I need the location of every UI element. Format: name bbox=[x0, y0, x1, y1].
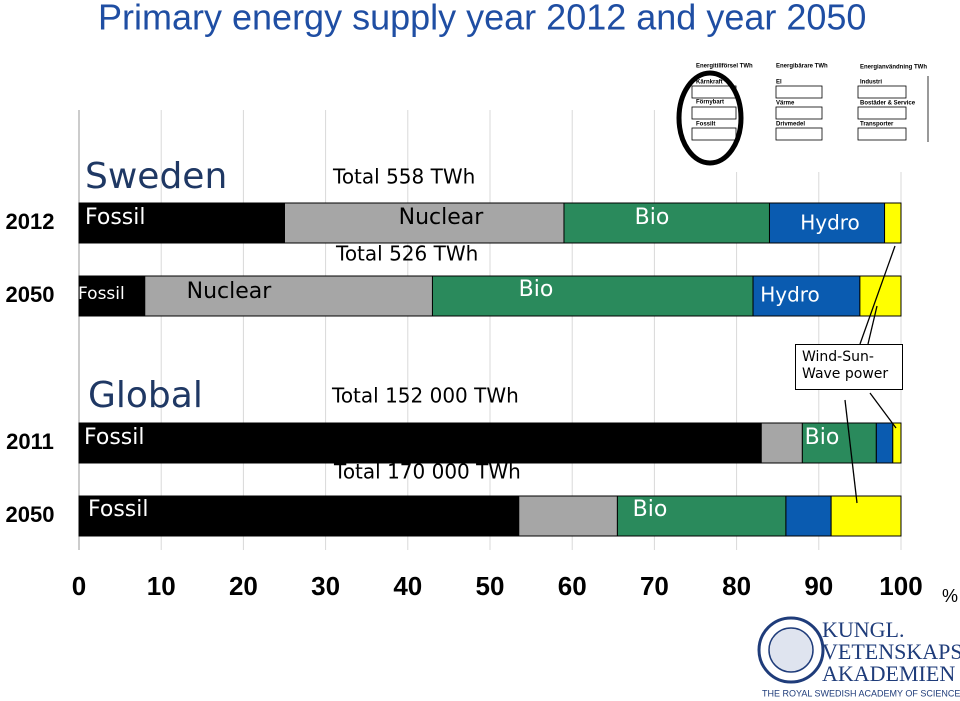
total-label: Total 170 000 TWh bbox=[333, 460, 521, 484]
bars bbox=[78, 202, 902, 537]
highlight-circle bbox=[676, 70, 744, 166]
inset-item: Industri bbox=[860, 80, 882, 86]
segment-label: Fossil bbox=[85, 205, 145, 230]
x-tick-label: 80 bbox=[722, 571, 751, 601]
inset-item: Fossilt bbox=[696, 122, 715, 128]
total-label: Total 152 000 TWh bbox=[331, 384, 519, 408]
segment-label: Bio bbox=[633, 497, 668, 522]
segment-label: Fossil bbox=[84, 425, 144, 450]
logo-text: AKADEMIEN bbox=[822, 661, 955, 686]
inset-item: Värme bbox=[776, 101, 795, 107]
callout-arrows bbox=[844, 245, 897, 504]
segment-label: Fossil bbox=[78, 284, 125, 304]
bar-segment bbox=[785, 495, 832, 537]
callout: Wind-Sun-Wave power bbox=[795, 344, 903, 390]
inset-item: Bostäder & Service bbox=[860, 101, 916, 107]
bar-segment bbox=[78, 495, 520, 537]
x-tick-label: 40 bbox=[393, 571, 422, 601]
inset-header: Energitillförsel TWh bbox=[696, 64, 753, 70]
bar-segment bbox=[892, 422, 902, 464]
segment-label: Nuclear bbox=[399, 205, 485, 230]
x-tick-label: 90 bbox=[804, 571, 833, 601]
y-tick-label: 2050 bbox=[6, 282, 55, 307]
bar-segment bbox=[760, 422, 803, 464]
bar-segment bbox=[616, 495, 787, 537]
chart-title: Primary energy supply year 2012 and year… bbox=[98, 0, 866, 38]
x-tick-label: 0 bbox=[72, 571, 86, 601]
inset-header: Energibärare TWh bbox=[776, 64, 828, 70]
x-tick-label: 10 bbox=[147, 571, 176, 601]
group-label: Global bbox=[88, 375, 203, 416]
x-tick-label: 70 bbox=[640, 571, 669, 601]
bar-segment bbox=[884, 202, 902, 244]
bar-segment bbox=[563, 202, 770, 244]
bar-segment bbox=[431, 275, 754, 317]
inset-item: Transporter bbox=[860, 122, 894, 128]
segment-label: Fossil bbox=[88, 497, 148, 522]
segment-label: Hydro bbox=[760, 283, 820, 307]
grid bbox=[78, 110, 902, 550]
bar-segment bbox=[875, 422, 894, 464]
inset-item: Kärnkraft bbox=[696, 80, 723, 86]
bar-segment bbox=[78, 202, 285, 244]
segment-label: Hydro bbox=[800, 211, 860, 235]
bar-segment bbox=[830, 495, 902, 537]
bar-segment bbox=[144, 275, 433, 317]
logo-text: KUNGL. bbox=[822, 617, 905, 642]
x-tick-label: 30 bbox=[311, 571, 340, 601]
y-tick-label: 2011 bbox=[6, 429, 54, 454]
x-axis-label: % bbox=[942, 586, 958, 606]
inset: Energitillförsel TWh Energibärare TWh En… bbox=[676, 60, 930, 172]
logo: KUNGL. VETENSKAPS AKADEMIEN THE ROYAL SW… bbox=[757, 616, 960, 698]
segment-label: Nuclear bbox=[187, 279, 273, 304]
segment-label: Bio bbox=[519, 277, 554, 302]
x-tick-label: 60 bbox=[558, 571, 587, 601]
logo-tagline: THE ROYAL SWEDISH ACADEMY OF SCIENCES bbox=[762, 688, 960, 698]
segment-label: Bio bbox=[805, 425, 840, 450]
segment-label: Bio bbox=[635, 205, 670, 230]
group-label: Sweden bbox=[85, 156, 227, 197]
labels: 0 10 20 30 40 50 60 70 80 90 100 % 2012 2050 2011 2050 F… bbox=[6, 156, 958, 606]
bar-segment bbox=[752, 275, 861, 317]
y-tick-label: 2012 bbox=[6, 209, 55, 234]
inset-item: Förnybart bbox=[696, 100, 724, 106]
inset-header: Energianvändning TWh bbox=[860, 65, 927, 71]
logo-text: VETENSKAPS bbox=[822, 639, 960, 664]
total-label: Total 558 TWh bbox=[332, 165, 475, 189]
y-tick-label: 2050 bbox=[6, 502, 55, 527]
x-tick-label: 50 bbox=[476, 571, 505, 601]
x-tick-label: 20 bbox=[229, 571, 258, 601]
bar-segment bbox=[78, 422, 762, 464]
bar-segment bbox=[518, 495, 618, 537]
inset-item: Drivmedel bbox=[776, 122, 805, 128]
inset-item: El bbox=[776, 80, 782, 86]
bar-segment bbox=[859, 275, 902, 317]
x-tick-label: 100 bbox=[879, 571, 922, 601]
total-label: Total 526 TWh bbox=[335, 242, 478, 266]
bar-segment bbox=[801, 422, 877, 464]
bar-segment bbox=[768, 202, 886, 244]
